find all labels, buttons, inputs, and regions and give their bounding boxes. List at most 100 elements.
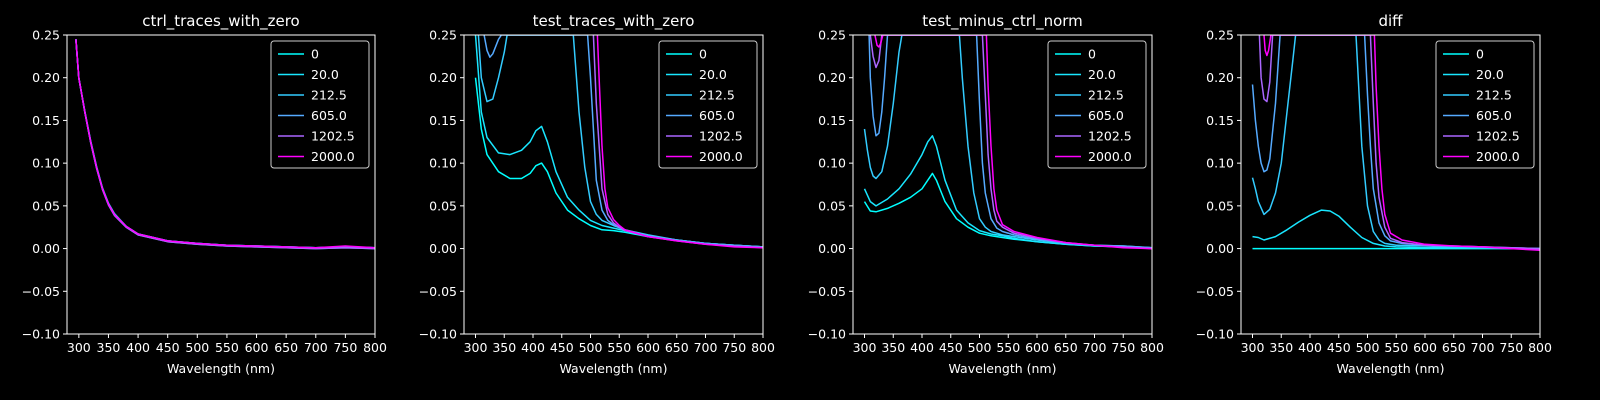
- x-tick-label: 550: [607, 340, 631, 355]
- chart-title: test_traces_with_zero: [533, 12, 695, 31]
- y-tick-label: 0.25: [32, 28, 60, 43]
- legend-entry: 0: [311, 47, 319, 62]
- y-tick-label: −0.05: [22, 284, 60, 299]
- x-tick-label: 750: [722, 340, 746, 355]
- y-tick-label: 0.00: [818, 241, 846, 256]
- x-tick-label: 600: [1025, 340, 1049, 355]
- x-axis-label: Wavelength (nm): [560, 361, 668, 376]
- x-tick-label: 700: [1083, 340, 1107, 355]
- x-tick-label: 700: [1471, 340, 1495, 355]
- x-tick-label: 550: [1384, 340, 1408, 355]
- legend-entry: 212.5: [1476, 88, 1512, 103]
- x-tick-label: 550: [215, 340, 239, 355]
- legend-entry: 2000.0: [1476, 149, 1520, 164]
- x-tick-label: 600: [245, 340, 269, 355]
- y-tick-label: 0.20: [818, 70, 846, 85]
- y-tick-label: −0.10: [419, 327, 457, 342]
- x-tick-label: 450: [1327, 340, 1351, 355]
- y-tick-label: 0.20: [429, 70, 457, 85]
- legend-entry: 605.0: [311, 108, 347, 123]
- x-tick-label: 800: [363, 340, 387, 355]
- chart-title: diff: [1378, 12, 1403, 30]
- series-line-212-5: [1251, 35, 1540, 250]
- x-tick-label: 350: [881, 340, 905, 355]
- axes-frame: [463, 34, 764, 335]
- legend-entry: 0: [1088, 47, 1096, 62]
- y-tick-label: 0.10: [818, 156, 846, 171]
- axes-frame: [1240, 34, 1541, 335]
- x-tick-label: 800: [1140, 340, 1164, 355]
- x-tick-label: 500: [185, 340, 209, 355]
- x-tick-label: 600: [636, 340, 660, 355]
- y-tick-label: 0.10: [1206, 156, 1234, 171]
- x-tick-label: 400: [1298, 340, 1322, 355]
- legend: 0 20.0 212.5 605.0 1202.5 2000.0: [658, 40, 758, 169]
- x-tick-label: 450: [550, 340, 574, 355]
- y-tick-label: −0.05: [1196, 284, 1234, 299]
- y-tick-label: 0.25: [818, 28, 846, 43]
- x-tick-label: 300: [464, 340, 488, 355]
- x-tick-label: 750: [333, 340, 357, 355]
- legend-entry: 2000.0: [1088, 149, 1132, 164]
- chart-panel-2: 300 350 400 450 500 550 600 650 700 750 800 −0.10 −0…: [419, 12, 775, 376]
- y-tick-label: −0.10: [808, 327, 846, 342]
- legend-entry: 212.5: [699, 88, 735, 103]
- series-line-2000-0: [596, 35, 763, 249]
- x-axis-label: Wavelength (nm): [167, 361, 275, 376]
- series-line-2000-0: [874, 35, 1152, 250]
- y-tick-label: 0.00: [1206, 241, 1234, 256]
- x-tick-label: 750: [1499, 340, 1523, 355]
- legend-entry: 0: [699, 47, 707, 62]
- chart-title: test_minus_ctrl_norm: [922, 12, 1083, 31]
- x-tick-label: 500: [1356, 340, 1380, 355]
- x-tick-label: 650: [665, 340, 689, 355]
- legend: 0 20.0 212.5 605.0 1202.5 2000.0: [1047, 40, 1147, 169]
- x-tick-label: 450: [939, 340, 963, 355]
- x-tick-label: 300: [1241, 340, 1265, 355]
- series-line-605-0: [483, 35, 763, 248]
- x-tick-label: 700: [694, 340, 718, 355]
- x-tick-label: 700: [304, 340, 328, 355]
- series-line-2000-0: [1263, 35, 1540, 252]
- series-line-20-0: [1252, 209, 1540, 250]
- legend: 0 20.0 212.5 605.0 1202.5 2000.0: [1435, 40, 1535, 169]
- legend-entry: 605.0: [1088, 108, 1124, 123]
- x-axis-label: Wavelength (nm): [949, 361, 1057, 376]
- y-tick-label: 0.05: [32, 198, 60, 213]
- legend-entry: 20.0: [1476, 67, 1504, 82]
- legend-entry: 20.0: [699, 67, 727, 82]
- axes-frame: [852, 34, 1153, 335]
- legend-entry: 20.0: [1088, 67, 1116, 82]
- y-tick-label: 0.05: [1206, 198, 1234, 213]
- y-tick-label: 0.25: [1206, 28, 1234, 43]
- legend-entry: 1202.5: [699, 129, 743, 144]
- legend-entry: 605.0: [699, 108, 735, 123]
- series-line-212-5: [863, 35, 1152, 249]
- axes-frame: [66, 34, 376, 335]
- x-tick-label: 300: [853, 340, 877, 355]
- x-tick-label: 400: [910, 340, 934, 355]
- chart-panel-1: 300 350 400 450 500 550 600 650 700 750 800 −0.10 −0…: [22, 12, 387, 376]
- series-line-605-0: [868, 35, 1152, 249]
- y-tick-label: 0.20: [1206, 70, 1234, 85]
- legend-entry: 20.0: [311, 67, 339, 82]
- y-tick-label: 0.15: [429, 113, 457, 128]
- x-tick-label: 350: [97, 340, 121, 355]
- chart-title: ctrl_traces_with_zero: [142, 12, 299, 31]
- y-tick-label: 0.15: [818, 113, 846, 128]
- chart-panel-3: 300 350 400 450 500 550 600 650 700 750 800 −0.10 −0…: [808, 12, 1164, 376]
- legend-entry: 605.0: [1476, 108, 1512, 123]
- series-line-2000-0: [75, 39, 375, 249]
- y-tick-label: 0.15: [1206, 113, 1234, 128]
- legend-entry: 0: [1476, 47, 1484, 62]
- chart-panel-4: 300 350 400 450 500 550 600 650 700 750 800 −0.10 −0…: [1196, 12, 1552, 376]
- series-group: [474, 35, 763, 249]
- legend-entry: 212.5: [1088, 88, 1124, 103]
- x-tick-label: 650: [1054, 340, 1078, 355]
- series-line-20-0: [863, 135, 1152, 249]
- y-tick-label: −0.10: [22, 327, 60, 342]
- legend: 0 20.0 212.5 605.0 1202.5 2000.0: [270, 40, 370, 169]
- x-tick-label: 800: [1528, 340, 1552, 355]
